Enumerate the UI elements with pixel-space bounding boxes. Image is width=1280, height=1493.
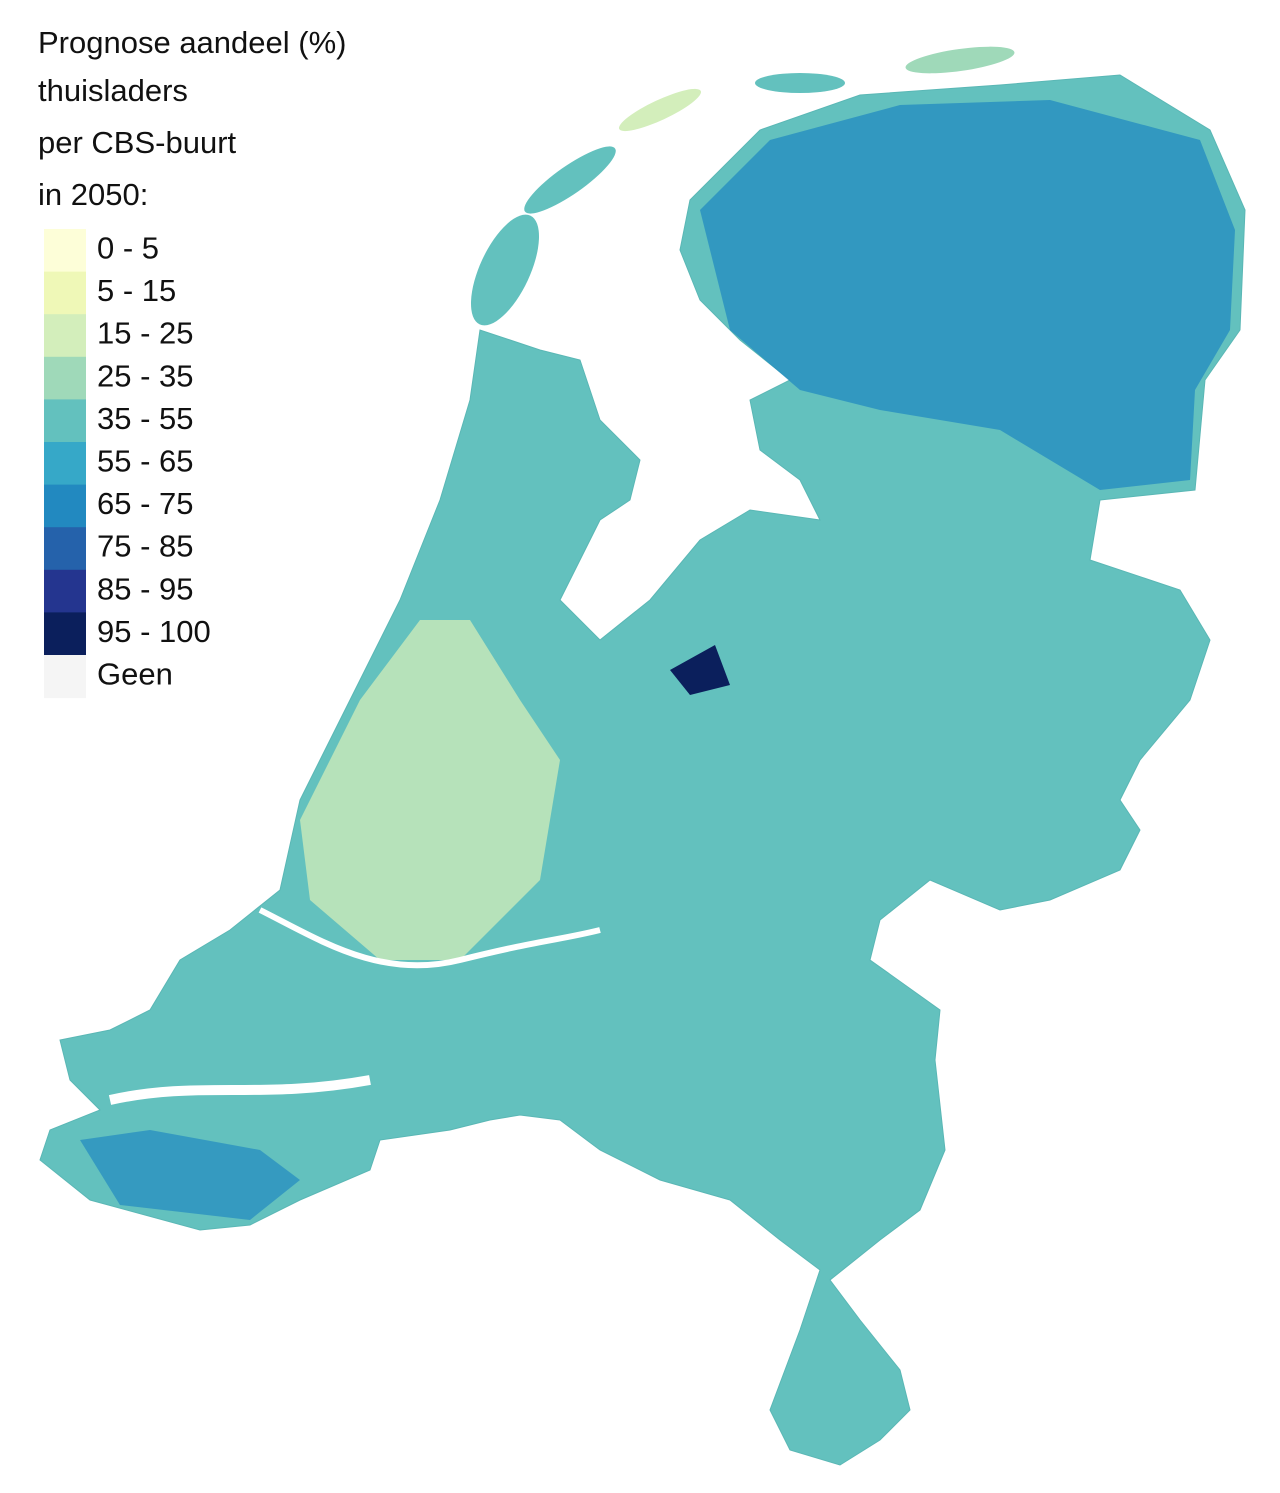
island <box>618 88 702 132</box>
island <box>470 214 540 326</box>
legend-label: 35 - 55 <box>97 401 194 436</box>
title-line: in 2050: <box>38 177 148 212</box>
legend-label: 75 - 85 <box>97 529 194 564</box>
title-line: Prognose aandeel (%) <box>38 25 346 60</box>
legend-label: Geen <box>97 656 173 691</box>
legend-title: Prognose aandeel (%) thuisladers per CBS-b… <box>38 25 346 212</box>
legend-swatch <box>44 527 86 571</box>
island <box>524 146 616 214</box>
legend-label: 25 - 35 <box>97 358 194 393</box>
legend-swatch <box>44 569 86 613</box>
legend-swatch <box>44 314 86 358</box>
region-patch <box>700 100 1235 490</box>
legend-label: 15 - 25 <box>97 316 194 351</box>
island <box>905 46 1015 74</box>
region-patch <box>670 645 730 695</box>
legend-swatch <box>44 484 86 528</box>
legend-swatch <box>44 356 86 400</box>
region-patch <box>300 620 560 960</box>
title-line: per CBS-buurt <box>38 125 237 160</box>
river <box>258 907 601 969</box>
legend-swatch <box>44 271 86 315</box>
legend-label: 55 - 65 <box>97 443 194 478</box>
river <box>108 1075 371 1105</box>
country-shape <box>39 74 1246 1466</box>
map <box>39 46 1246 1466</box>
legend-label: 95 - 100 <box>97 614 211 649</box>
legend-label: 0 - 5 <box>97 230 159 265</box>
legend: 0 - 5 5 - 15 15 - 25 25 - 35 35 - 55 55 - 65 6… <box>44 229 211 699</box>
region-patch <box>80 1130 300 1220</box>
legend-swatch <box>44 399 86 443</box>
legend-swatch <box>44 612 86 656</box>
title-line: thuisladers <box>38 73 188 108</box>
legend-swatch <box>44 229 86 273</box>
legend-label: 85 - 95 <box>97 571 194 606</box>
legend-label: 5 - 15 <box>97 273 176 308</box>
island <box>755 73 845 93</box>
legend-swatch <box>44 655 86 699</box>
legend-label: 65 - 75 <box>97 486 194 521</box>
legend-swatch <box>44 442 86 486</box>
